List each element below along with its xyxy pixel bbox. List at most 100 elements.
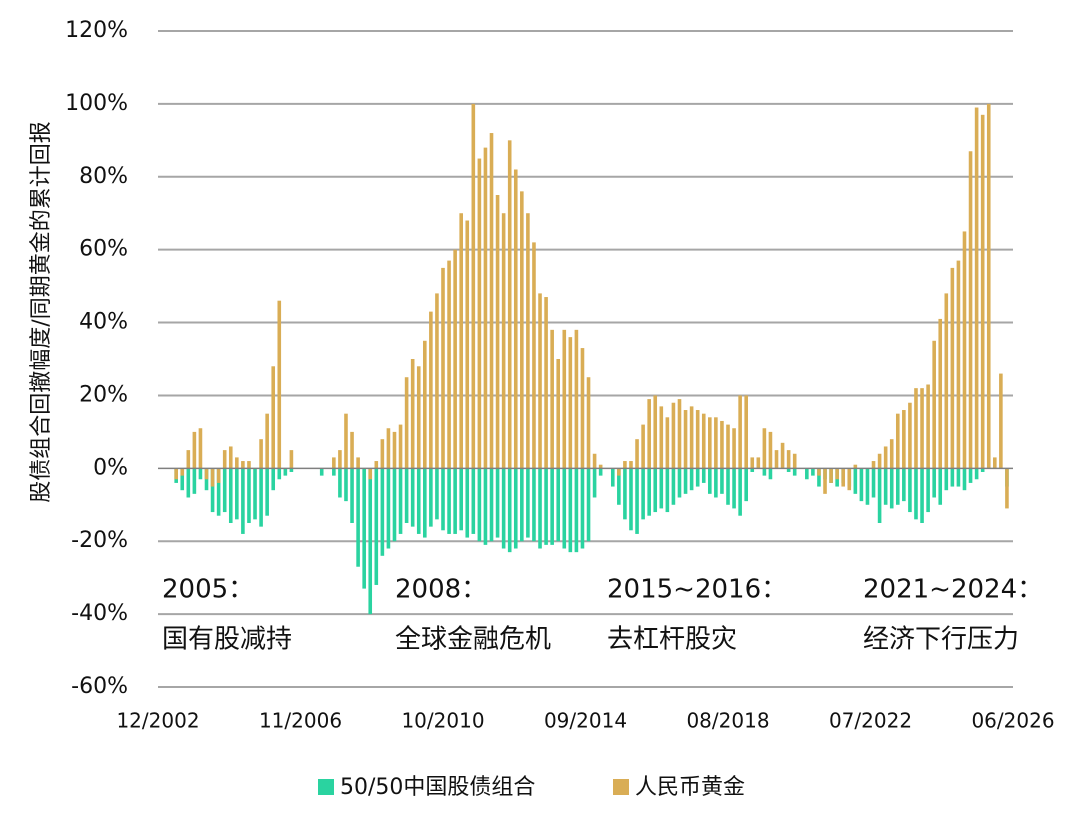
bar (805, 468, 809, 480)
bar (410, 468, 415, 527)
y-tick-label: 60% (79, 237, 128, 262)
bar (883, 446, 888, 469)
bar (520, 191, 524, 469)
bar (465, 468, 470, 538)
bar (259, 468, 263, 527)
bar (586, 377, 591, 469)
bar (623, 461, 627, 469)
bar (653, 395, 658, 469)
bar (877, 468, 882, 523)
annotation: 去杠杆股灾 (607, 625, 737, 655)
bar (956, 468, 961, 487)
bar (610, 468, 615, 487)
bar (532, 242, 536, 469)
bar (429, 311, 433, 469)
bar (944, 293, 949, 469)
y-tick-label: 20% (79, 382, 128, 407)
bar (386, 428, 391, 469)
bar (665, 417, 670, 469)
bar (513, 468, 518, 549)
bar (944, 468, 949, 491)
y-axis-label: 股债组合回撤幅度/同期黄金的累计回报 (29, 121, 54, 502)
bar (829, 468, 833, 483)
annotation: 2015~2016： (607, 575, 787, 605)
bar (659, 406, 664, 469)
bar (289, 450, 294, 469)
y-tick-label: 0% (93, 455, 128, 480)
bar (889, 468, 894, 509)
bar (495, 195, 500, 469)
annotation: 2008： (395, 575, 487, 605)
bar (374, 461, 379, 469)
bar (380, 468, 385, 556)
bar (871, 461, 876, 469)
bar (186, 468, 191, 498)
bar (483, 468, 488, 545)
bar (380, 439, 385, 469)
bar (228, 446, 233, 469)
bar (665, 468, 670, 513)
bar (671, 402, 676, 469)
bar (889, 439, 894, 469)
bar (823, 468, 827, 494)
bar (853, 468, 858, 494)
bar (277, 468, 282, 480)
bar (902, 468, 906, 502)
bar (568, 337, 573, 469)
bar (580, 348, 585, 469)
bar (574, 329, 579, 469)
bar (714, 468, 718, 498)
bar (592, 453, 597, 469)
bar (908, 402, 912, 469)
x-tick-label: 07/2022 (829, 709, 912, 733)
y-tick-label: 120% (65, 18, 128, 43)
bar (501, 468, 506, 549)
bar (465, 220, 470, 469)
bar (986, 103, 991, 469)
bar (744, 468, 748, 502)
y-tick-label: 40% (79, 310, 128, 335)
bar (459, 468, 463, 531)
bar (447, 260, 451, 469)
y-tick-label: -20% (71, 528, 128, 553)
bar (507, 140, 512, 469)
bar (501, 213, 506, 469)
bar (908, 468, 912, 513)
x-tick-label: 09/2014 (544, 709, 627, 733)
bar (368, 468, 373, 615)
bar (344, 413, 348, 469)
bar (708, 417, 712, 469)
bar (338, 450, 342, 469)
bar (210, 468, 215, 487)
bar (404, 377, 409, 469)
bar (386, 468, 391, 549)
bar (914, 468, 918, 520)
bar (356, 457, 360, 469)
bar (416, 366, 421, 469)
y-tick-label: 100% (65, 91, 128, 116)
bar (332, 457, 336, 469)
bar (750, 457, 755, 469)
bar (332, 468, 336, 476)
bar (701, 413, 706, 469)
bar (477, 468, 482, 542)
bar (471, 103, 476, 469)
bar (835, 468, 839, 480)
bar (562, 468, 567, 549)
bar (192, 431, 197, 469)
bar (319, 468, 324, 476)
bar (344, 468, 348, 502)
bar (877, 453, 882, 469)
bar (768, 468, 773, 480)
bar (259, 439, 263, 469)
bar (938, 318, 943, 469)
bar (768, 431, 773, 469)
bar (435, 468, 439, 520)
bar (404, 468, 409, 523)
bar (544, 468, 548, 545)
bar (914, 388, 918, 469)
bar (271, 366, 276, 469)
bar (993, 457, 997, 469)
bar (283, 468, 288, 476)
